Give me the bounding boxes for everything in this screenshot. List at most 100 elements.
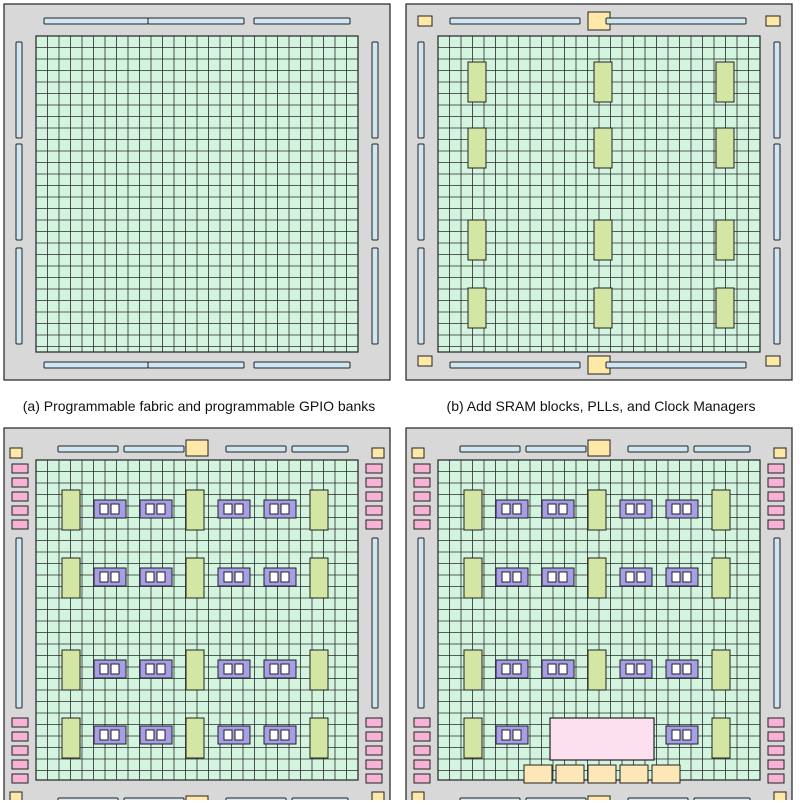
- sram-block: [185, 649, 205, 691]
- sram-block: [61, 489, 81, 531]
- dsp-slice: [512, 571, 522, 583]
- dsp-slice: [682, 503, 692, 515]
- gpio-bank-left: [15, 41, 23, 139]
- dsp-block-outline: [619, 499, 653, 519]
- pll-corner: [773, 447, 787, 459]
- gpio-bank-top: [225, 445, 287, 453]
- clock-manager-left: [413, 731, 431, 742]
- pll-corner: [9, 447, 23, 459]
- dsp-block-outline: [217, 659, 251, 679]
- dsp-block-outline: [217, 725, 251, 745]
- clock-manager-right: [365, 731, 383, 742]
- dsp-block: [139, 659, 173, 679]
- dsp-block: [93, 567, 127, 587]
- gpio-bank-left: [417, 537, 425, 709]
- gpio-bank-top: [459, 445, 521, 453]
- pll-corner: [371, 791, 385, 803]
- sram-block: [715, 61, 735, 103]
- gpio-bank-right: [371, 247, 379, 345]
- dsp-block-outline: [495, 725, 529, 745]
- dsp-slice: [547, 663, 557, 675]
- gpio-bank-right: [371, 41, 379, 139]
- pll-corner: [765, 15, 781, 27]
- gpio-bank-bottom: [147, 361, 245, 369]
- sram-block: [463, 489, 483, 531]
- dsp-slice: [280, 729, 290, 741]
- dsp-slice: [671, 571, 681, 583]
- dsp-slice: [269, 729, 279, 741]
- dsp-slice: [156, 503, 166, 515]
- dsp-slice: [99, 729, 109, 741]
- dsp-slice: [223, 503, 233, 515]
- dsp-slice: [558, 663, 568, 675]
- dsp-block-outline: [93, 725, 127, 745]
- clock-manager-left: [11, 477, 29, 488]
- clock-manager-right: [767, 477, 785, 488]
- panel-a-chip: [3, 3, 391, 381]
- clock-manager-right: [365, 505, 383, 516]
- clock-manager-bottom: [185, 795, 209, 805]
- dsp-block: [619, 499, 653, 519]
- sram-block: [467, 219, 487, 261]
- clock-manager-left: [11, 519, 29, 530]
- clock-manager-top: [587, 439, 611, 457]
- gpio-bank-left: [417, 41, 425, 139]
- dsp-block-outline: [263, 725, 297, 745]
- dsp-slice: [682, 663, 692, 675]
- dsp-slice: [234, 663, 244, 675]
- gpio-bank-top: [525, 445, 587, 453]
- dsp-block: [495, 659, 529, 679]
- caption-panel-a: (a) Programmable fabric and programmable…: [22, 398, 376, 414]
- dsp-block: [263, 567, 297, 587]
- dsp-block: [263, 659, 297, 679]
- dsp-slice: [280, 663, 290, 675]
- clock-manager-left: [11, 717, 29, 728]
- clock-manager-left: [11, 731, 29, 742]
- gpio-bank-right: [773, 41, 781, 139]
- dsp-slice: [671, 503, 681, 515]
- cpu-core-block: [549, 717, 655, 761]
- clock-manager-right: [365, 717, 383, 728]
- dsp-block: [541, 499, 575, 519]
- dsp-slice: [145, 503, 155, 515]
- pll-corner: [411, 791, 425, 803]
- dsp-slice: [145, 729, 155, 741]
- dsp-slice: [501, 663, 511, 675]
- dsp-block: [139, 499, 173, 519]
- sram-block: [463, 649, 483, 691]
- dsp-slice: [156, 729, 166, 741]
- sram-block: [711, 557, 731, 599]
- dsp-slice: [110, 663, 120, 675]
- clock-manager-left: [413, 519, 431, 530]
- dsp-slice: [501, 729, 511, 741]
- gpio-bank-left: [15, 143, 23, 241]
- gpio-bank-left: [417, 143, 425, 241]
- clock-manager-right: [767, 491, 785, 502]
- dsp-slice: [99, 503, 109, 515]
- dsp-block-outline: [263, 659, 297, 679]
- dsp-slice: [145, 663, 155, 675]
- clock-manager-left: [413, 759, 431, 770]
- dsp-slice: [682, 729, 692, 741]
- sram-block: [715, 219, 735, 261]
- clock-manager-left: [413, 745, 431, 756]
- dsp-block-outline: [665, 567, 699, 587]
- clock-manager-left: [11, 463, 29, 474]
- sram-block: [309, 557, 329, 599]
- clock-manager-right: [365, 491, 383, 502]
- sram-block: [587, 557, 607, 599]
- peripheral-block: [523, 764, 553, 784]
- dsp-block-outline: [665, 725, 699, 745]
- dsp-block-outline: [139, 499, 173, 519]
- sram-block: [309, 649, 329, 691]
- dsp-block: [217, 499, 251, 519]
- gpio-bank-right: [371, 143, 379, 241]
- sram-block: [467, 127, 487, 169]
- dsp-slice: [512, 503, 522, 515]
- sram-block: [467, 61, 487, 103]
- sram-block: [593, 287, 613, 329]
- dsp-block: [541, 567, 575, 587]
- sram-block: [593, 219, 613, 261]
